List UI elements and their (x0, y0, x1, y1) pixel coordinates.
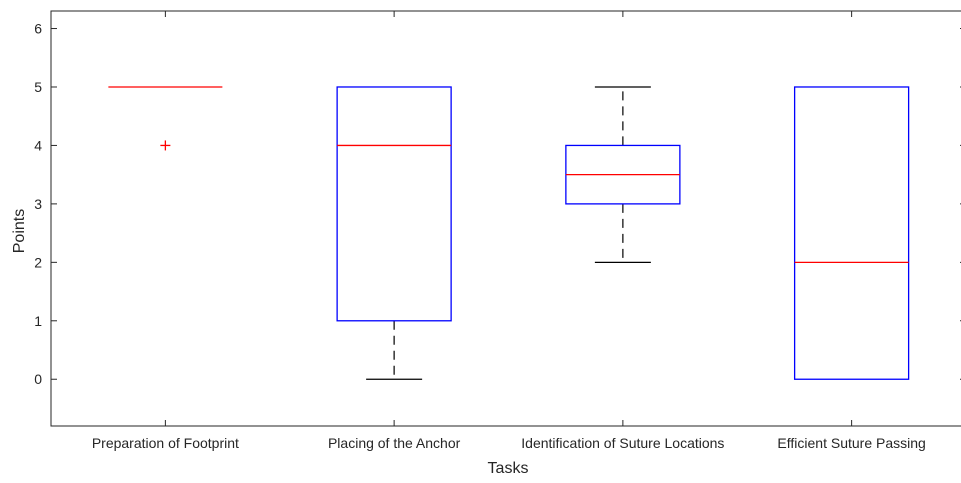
box (793, 86, 910, 380)
x-tick-label: Preparation of Footprint (92, 435, 239, 451)
box (336, 86, 452, 322)
y-tick-label: 3 (34, 196, 42, 212)
plot-frame (50, 10, 961, 427)
x-tick-label: Identification of Suture Locations (521, 435, 724, 451)
x-tick-label: Placing of the Anchor (328, 435, 461, 451)
y-tick-label: 5 (34, 79, 42, 95)
y-tick-label: 6 (34, 21, 42, 37)
y-tick-label: 0 (34, 371, 42, 387)
y-tick-label: 1 (34, 313, 42, 329)
y-tick-label: 2 (34, 254, 42, 270)
x-tick-label: Efficient Suture Passing (777, 435, 925, 451)
y-tick-label: 4 (34, 137, 42, 153)
y-axis-label: Points (11, 209, 28, 253)
x-axis-label: Tasks (488, 460, 529, 477)
